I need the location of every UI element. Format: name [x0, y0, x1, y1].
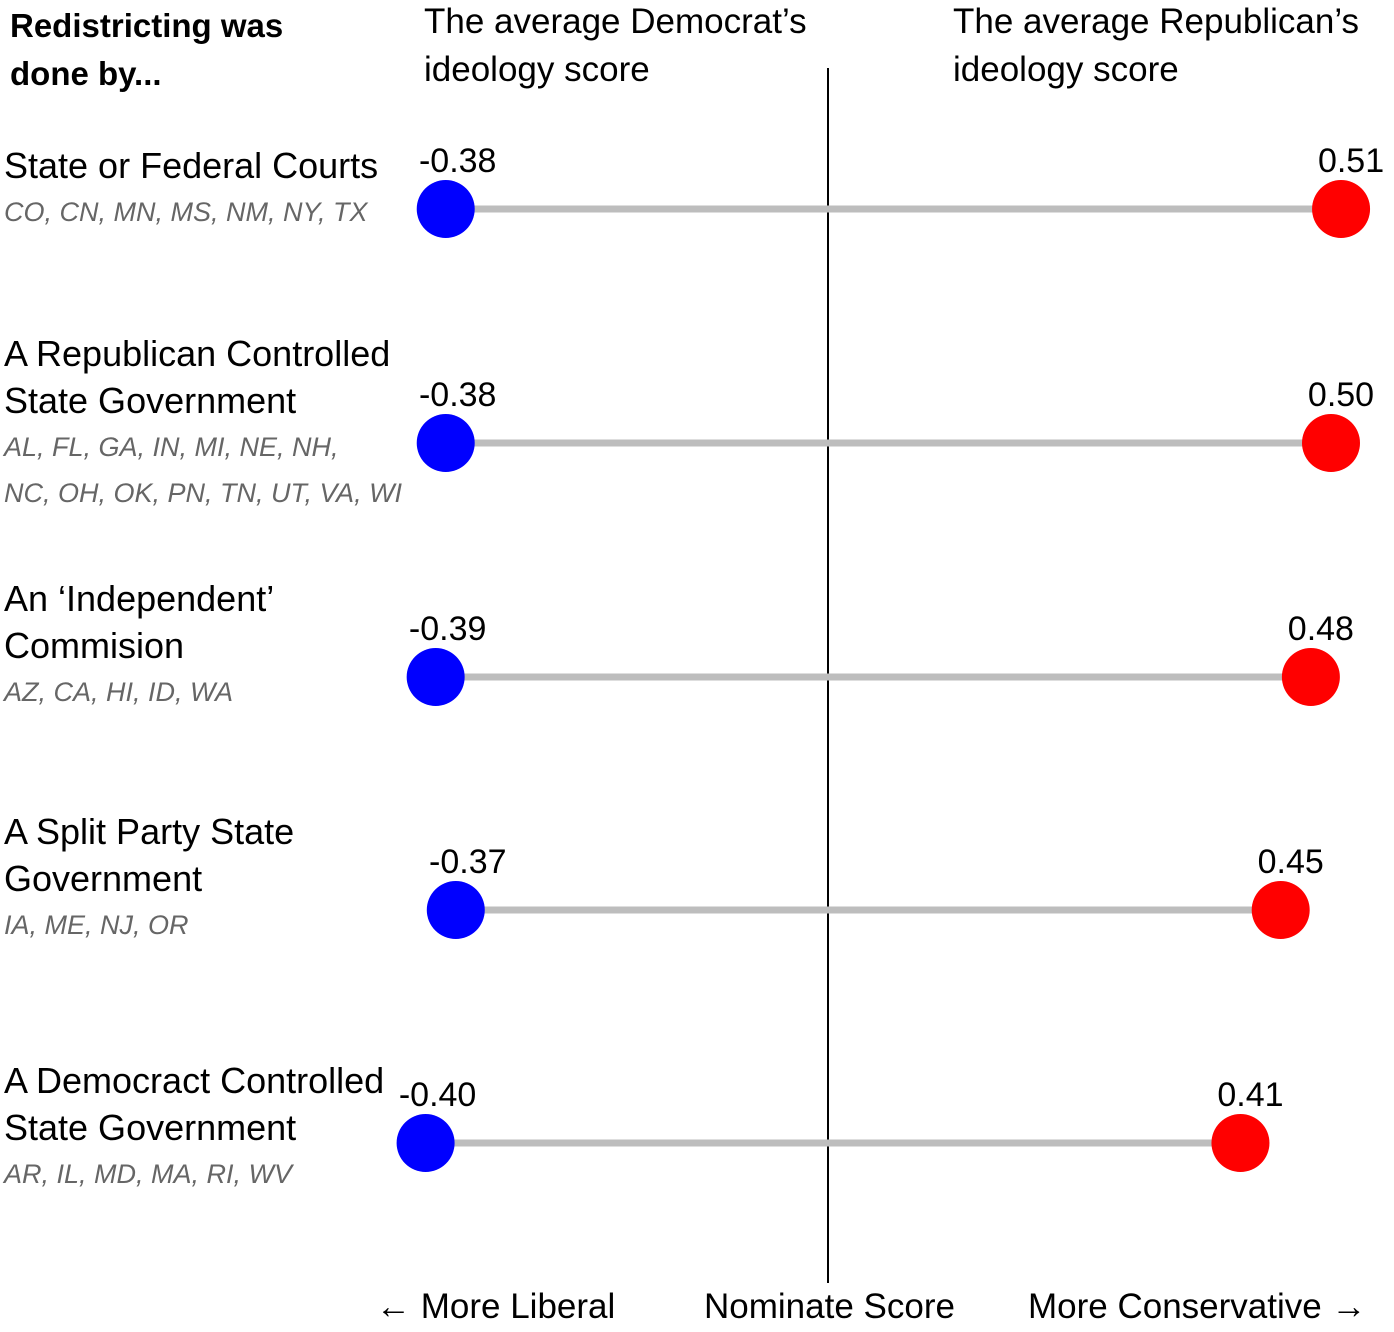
democrat-point: [416, 180, 475, 238]
left-arrow-icon: ←: [376, 1287, 411, 1326]
democrat-value-label: -0.38: [419, 376, 497, 414]
category-label: An ‘Independent’ Commision: [4, 578, 273, 666]
democrat-point: [416, 414, 475, 472]
democrat-value-label: -0.37: [429, 843, 507, 881]
republican-point: [1302, 414, 1360, 472]
right-arrow-icon: →: [1331, 1287, 1367, 1326]
republican-value-label: 0.48: [1288, 610, 1354, 648]
more-conservative-text: More Conservative: [1028, 1287, 1322, 1326]
row-label-block: A Republican Controlled State Government…: [4, 330, 404, 516]
states-list: AL, FL, GA, IN, MI, NE, NH,: [4, 432, 339, 462]
republican-value-label: 0.50: [1308, 376, 1374, 414]
republican-value-label: 0.45: [1258, 843, 1324, 881]
democrat-point: [396, 1114, 455, 1172]
states-list: NC, OH, OK, PN, TN, UT, VA, WI: [4, 478, 403, 508]
row-label-block: A Split Party State Government IA, ME, NJ…: [4, 808, 404, 948]
more-conservative-label: More Conservative →: [1028, 1284, 1366, 1330]
republican-point: [1251, 881, 1310, 939]
democrat-value-label: -0.38: [419, 142, 497, 180]
republican-point: [1211, 1114, 1270, 1172]
states-list: AZ, CA, HI, ID, WA: [4, 677, 234, 707]
states-list: AR, IL, MD, MA, RI, WV: [4, 1159, 293, 1189]
row-label-block: A Democract Controlled State Government A…: [4, 1057, 404, 1197]
row-label-block: State or Federal Courts CO, CN, MN, MS, N…: [4, 142, 404, 235]
democrat-point: [406, 648, 465, 706]
democrat-point: [426, 881, 485, 939]
category-label: State or Federal Courts: [4, 145, 379, 186]
republican-column-header: The average Republican’s ideology score: [953, 2, 1360, 89]
category-label: A Split Party State Government: [4, 811, 295, 899]
x-axis-title: Nominate Score: [704, 1287, 955, 1326]
republican-point: [1281, 648, 1340, 706]
chart-title: Redistricting was done by...: [10, 7, 284, 92]
more-liberal-label: ← More Liberal: [376, 1284, 615, 1330]
democrat-column-header: The average Democrat’s ideology score: [424, 2, 807, 89]
republican-point: [1312, 180, 1371, 238]
category-label: A Republican Controlled State Government: [4, 333, 391, 421]
more-liberal-text: More Liberal: [420, 1287, 616, 1326]
republican-value-label: 0.51: [1318, 142, 1384, 180]
row-label-block: An ‘Independent’ Commision AZ, CA, HI, ID…: [4, 575, 404, 715]
democrat-value-label: -0.40: [399, 1076, 477, 1114]
states-list: CO, CN, MN, MS, NM, NY, TX: [4, 197, 368, 227]
states-list: IA, ME, NJ, OR: [4, 910, 189, 940]
republican-value-label: 0.41: [1217, 1076, 1283, 1114]
category-label: A Democract Controlled State Government: [4, 1060, 385, 1148]
democrat-value-label: -0.39: [409, 610, 487, 648]
